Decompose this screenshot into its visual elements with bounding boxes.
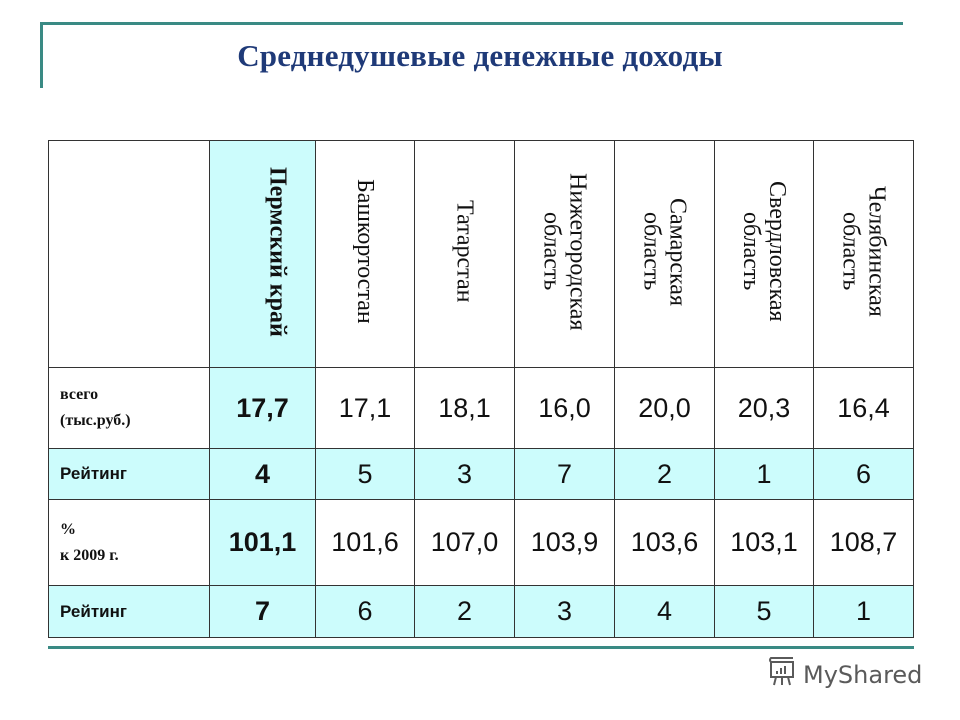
table-cell: 20,0 [614,367,715,449]
header-row: Пермский край Башкортостан Татарстан Ниж… [48,140,914,368]
table-row: Рейтинг 4 5 3 7 2 1 6 [48,448,914,500]
presentation-board-icon [767,657,797,692]
table-cell: 18,1 [414,367,515,449]
frame-top-line [40,22,903,25]
column-header: Пермский край [209,140,316,368]
watermark-logo: MyShared [767,657,922,692]
table-cell: 6 [813,448,914,500]
row-label: Рейтинг [48,448,210,500]
table-cell: 17,7 [209,367,316,449]
table-cell: 103,9 [514,499,615,586]
watermark-text: MyShared [803,660,923,689]
row-label: % к 2009 г. [48,499,210,586]
table-cell: 1 [813,585,914,638]
table-cell: 3 [514,585,615,638]
table-row: % к 2009 г. 101,1 101,6 107,0 103,9 103,6… [48,499,914,586]
column-header: Самарская область [614,140,715,368]
table-cell: 103,6 [614,499,715,586]
table-cell: 4 [209,448,316,500]
table-cell: 2 [414,585,515,638]
table-cell: 5 [315,448,415,500]
column-header: Татарстан [414,140,515,368]
table-cell: 16,4 [813,367,914,449]
column-header: Башкортостан [315,140,415,368]
table-cell: 17,1 [315,367,415,449]
table-cell: 16,0 [514,367,615,449]
table-cell: 2 [614,448,715,500]
table-row: Рейтинг 7 6 2 3 4 5 1 [48,585,914,638]
row-label: всего (тыс.руб.) [48,367,210,449]
frame-left-line [40,22,43,88]
corner-cell [48,140,210,368]
table-cell: 101,1 [209,499,316,586]
table-cell: 6 [315,585,415,638]
column-header: Челябинская область [813,140,914,368]
slide-title: Среднедушевые денежные доходы [237,38,723,73]
table-cell: 107,0 [414,499,515,586]
frame-bottom-line [48,646,914,649]
table-row: всего (тыс.руб.) 17,7 17,1 18,1 16,0 20,0… [48,367,914,449]
table-cell: 7 [209,585,316,638]
table-cell: 20,3 [714,367,814,449]
table-cell: 7 [514,448,615,500]
table-cell: 3 [414,448,515,500]
income-table: Пермский край Башкортостан Татарстан Ниж… [48,140,914,638]
column-header: Свердловская область [714,140,814,368]
table-cell: 4 [614,585,715,638]
table-cell: 108,7 [813,499,914,586]
table-cell: 103,1 [714,499,814,586]
row-label: Рейтинг [48,585,210,638]
table-cell: 5 [714,585,814,638]
column-header: Нижегородская область [514,140,615,368]
table-cell: 101,6 [315,499,415,586]
table-cell: 1 [714,448,814,500]
